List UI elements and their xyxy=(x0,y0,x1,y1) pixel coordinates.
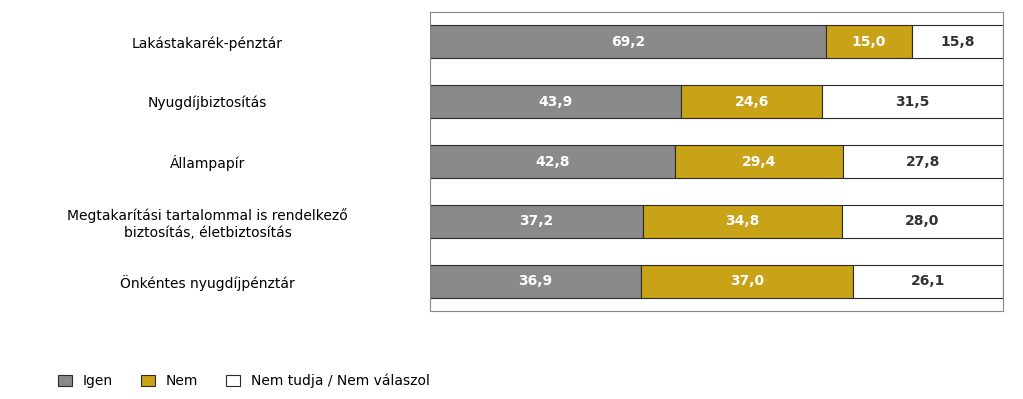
Bar xyxy=(853,265,1003,298)
Bar xyxy=(430,26,827,58)
Text: 42,8: 42,8 xyxy=(535,154,570,169)
Legend: Igen, Nem, Nem tudja / Nem válaszol: Igen, Nem, Nem tudja / Nem válaszol xyxy=(58,373,430,388)
Bar xyxy=(822,85,1003,118)
Text: 24,6: 24,6 xyxy=(735,95,769,109)
Bar xyxy=(430,145,675,178)
Bar xyxy=(842,205,1003,238)
Text: 34,8: 34,8 xyxy=(725,214,760,229)
Bar xyxy=(641,265,853,298)
Text: 36,9: 36,9 xyxy=(519,274,552,288)
Text: 26,1: 26,1 xyxy=(910,274,945,288)
Bar xyxy=(827,26,913,58)
Bar xyxy=(675,145,843,178)
Bar xyxy=(430,265,641,298)
Bar xyxy=(681,85,822,118)
Bar xyxy=(430,85,681,118)
Bar xyxy=(913,26,1003,58)
Text: 29,4: 29,4 xyxy=(742,154,776,169)
Text: 27,8: 27,8 xyxy=(905,154,940,169)
Bar xyxy=(843,145,1003,178)
Text: 15,0: 15,0 xyxy=(852,35,886,49)
Text: 43,9: 43,9 xyxy=(538,95,573,109)
Text: 69,2: 69,2 xyxy=(611,35,644,49)
Text: 37,0: 37,0 xyxy=(730,274,764,288)
Bar xyxy=(642,205,842,238)
Text: 31,5: 31,5 xyxy=(895,95,930,109)
Bar xyxy=(430,205,642,238)
Text: 37,2: 37,2 xyxy=(519,214,553,229)
Text: 15,8: 15,8 xyxy=(940,35,975,49)
Text: 28,0: 28,0 xyxy=(905,214,939,229)
